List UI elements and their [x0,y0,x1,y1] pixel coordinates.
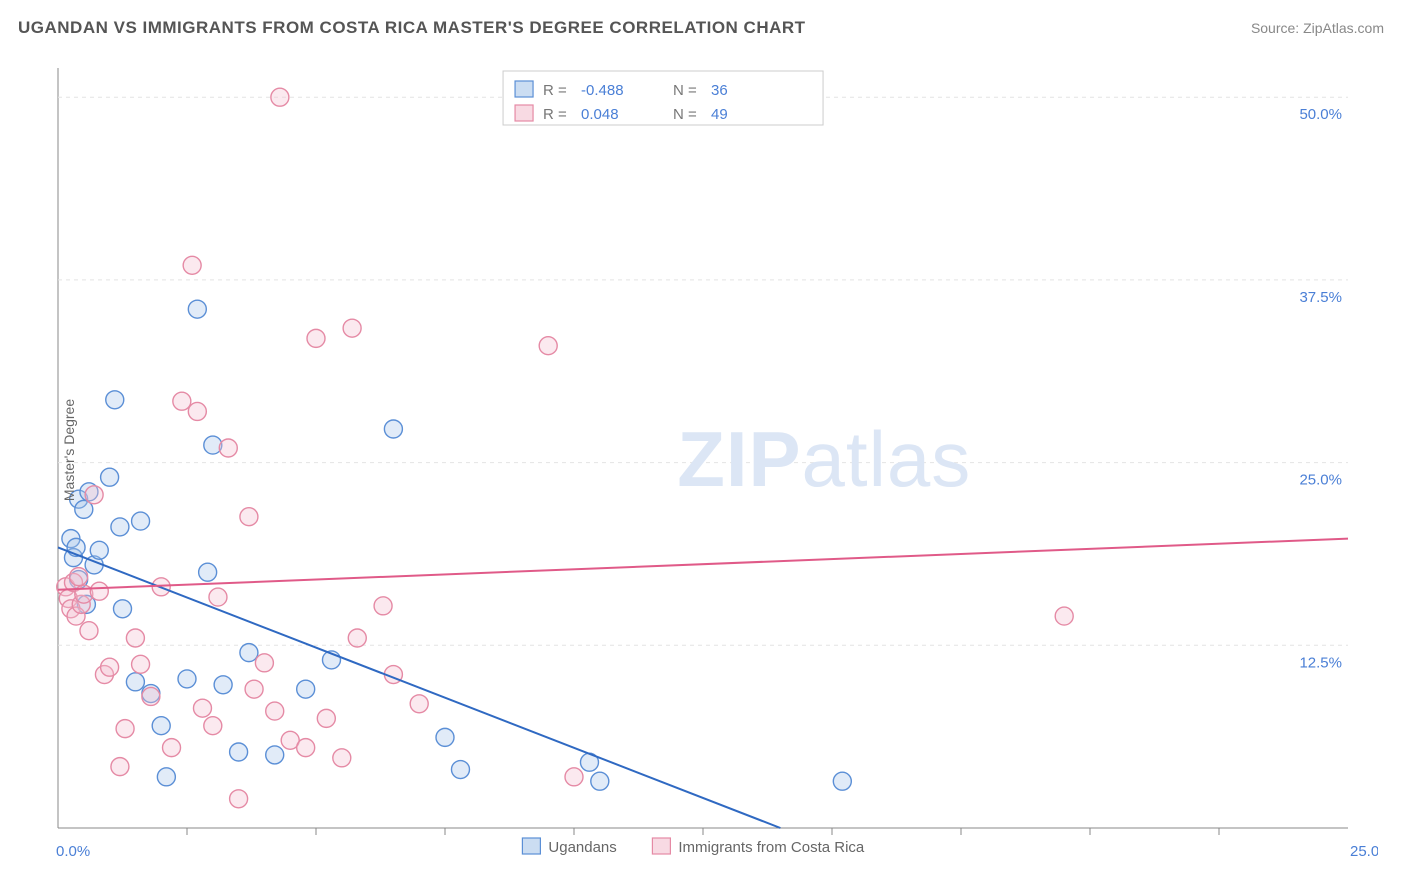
watermark: ZIPatlas [677,415,971,503]
scatter-point [384,420,402,438]
scatter-point [178,670,196,688]
scatter-point [230,790,248,808]
correlation-scatter-chart: 12.5% 25.0% 37.5% 50.0% 0.0% 25.0% ZIPatlas R =… [48,60,1378,870]
scatter-point [410,695,428,713]
scatter-point [157,768,175,786]
scatter-point [163,739,181,757]
scatter-point [307,329,325,347]
chart-container: Master's Degree 12.5%25.0%37.5%50.0%0.0%… [48,60,1378,840]
scatter-point [90,582,108,600]
scatter-point [436,728,454,746]
scatter-point [199,563,217,581]
scatter-point [565,768,583,786]
legend-swatch [652,838,670,854]
scatter-point [114,600,132,618]
scatter-point [101,468,119,486]
scatter-point [255,654,273,672]
scatter-point [833,772,851,790]
scatter-point [116,720,134,738]
scatter-point [209,588,227,606]
scatter-point [214,676,232,694]
legend-series-label: Ugandans [548,839,616,856]
scatter-point [240,644,258,662]
legend-r-value: -0.488 [581,82,624,99]
x-end-label: 25.0% [1350,843,1378,860]
scatter-point [111,518,129,536]
scatter-point [245,680,263,698]
legend-swatch [515,105,533,121]
scatter-point [126,673,144,691]
y-axis-label: Master's Degree [61,399,77,501]
scatter-point [219,439,237,457]
scatter-point [106,391,124,409]
scatter-point [132,512,150,530]
scatter-point [240,508,258,526]
scatter-point [271,88,289,106]
scatter-point [317,709,335,727]
scatter-point [142,687,160,705]
scatter-point [173,392,191,410]
scatter-point [591,772,609,790]
scatter-point [152,717,170,735]
scatter-point [204,717,222,735]
scatter-point [297,680,315,698]
scatter-point [132,655,150,673]
scatter-point [1055,607,1073,625]
trend-line [58,539,1348,590]
scatter-point [126,629,144,647]
scatter-point [297,739,315,757]
legend-series-label: Immigrants from Costa Rica [678,839,865,856]
scatter-point [193,699,211,717]
scatter-point [348,629,366,647]
scatter-point [374,597,392,615]
scatter-point [343,319,361,337]
scatter-point [266,702,284,720]
x-origin-label: 0.0% [56,843,90,860]
legend-r-label: R = [543,106,567,123]
scatter-point [85,486,103,504]
scatter-point [101,658,119,676]
scatter-point [230,743,248,761]
svg-text:ZIPatlas: ZIPatlas [677,415,971,503]
scatter-point [183,256,201,274]
y-tick-label: 12.5% [1299,654,1342,671]
legend-r-value: 0.048 [581,106,619,123]
y-tick-label: 50.0% [1299,106,1342,123]
scatter-point [188,402,206,420]
scatter-point [188,300,206,318]
y-tick-label: 37.5% [1299,289,1342,306]
scatter-point [539,337,557,355]
scatter-point [90,541,108,559]
scatter-point [266,746,284,764]
legend-swatch [515,81,533,97]
legend-n-label: N = [673,82,697,99]
scatter-point [333,749,351,767]
scatter-point [111,758,129,776]
legend-n-value: 49 [711,106,728,123]
source-label: Source: ZipAtlas.com [1251,20,1384,36]
chart-title: UGANDAN VS IMMIGRANTS FROM COSTA RICA MA… [18,18,806,38]
scatter-point [451,761,469,779]
legend-swatch [522,838,540,854]
legend-n-value: 36 [711,82,728,99]
legend-n-label: N = [673,106,697,123]
scatter-point [80,622,98,640]
legend-r-label: R = [543,82,567,99]
scatter-point [70,568,88,586]
y-tick-label: 25.0% [1299,472,1342,489]
